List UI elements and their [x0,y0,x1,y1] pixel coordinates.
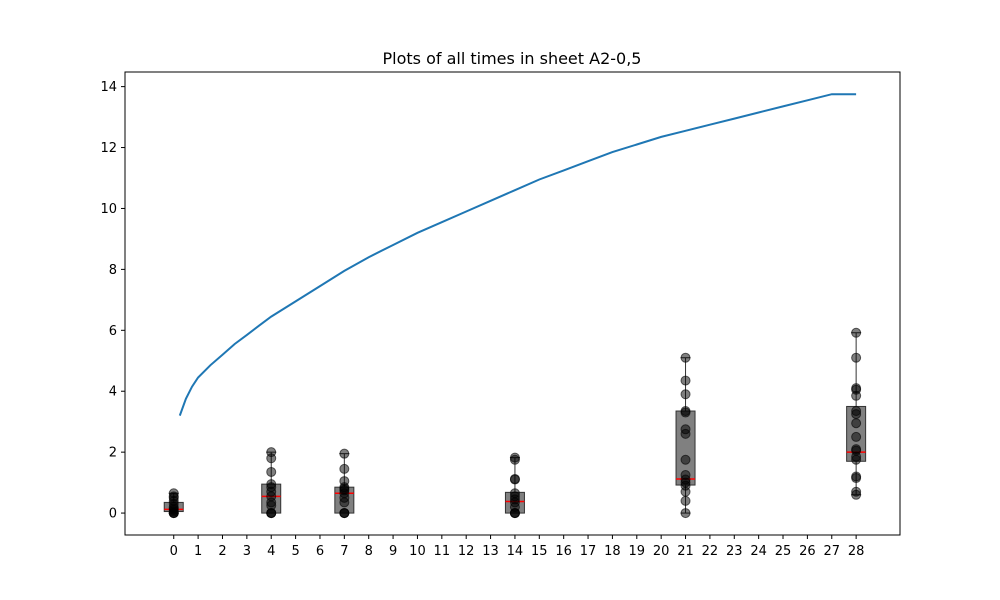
x-tick-label: 9 [389,544,397,559]
data-point [339,463,350,474]
x-tick-label: 8 [365,544,373,559]
x-tick-label: 7 [340,544,348,559]
x-tick-label: 26 [799,544,816,559]
x-tick-label: 6 [316,544,324,559]
x-tick-label: 10 [409,544,426,559]
x-tick-label: 4 [267,544,275,559]
x-tick-label: 3 [243,544,251,559]
x-tick-label: 0 [170,544,178,559]
data-point [680,454,691,465]
y-tick-label: 6 [109,324,117,339]
data-point [680,469,691,480]
plot-frame [124,71,901,536]
x-tick-label: 16 [555,544,572,559]
data-point [851,418,862,429]
data-point [851,327,862,338]
data-point [680,508,691,519]
x-tick-label: 21 [677,544,694,559]
data-point [851,383,862,394]
data-point [266,447,277,458]
x-tick-label: 25 [775,544,792,559]
x-tick-label: 27 [823,544,840,559]
data-point [851,406,862,417]
data-point [339,476,350,487]
data-point [680,495,691,506]
y-tick-label: 10 [100,202,117,217]
x-tick-label: 23 [726,544,743,559]
data-point [680,389,691,400]
data-point [851,444,862,455]
data-point [266,466,277,477]
data-point [509,473,520,484]
chart-title: Plots of all times in sheet A2-0,5 [383,49,642,68]
data-point [851,352,862,363]
x-tick-label: 18 [604,544,621,559]
x-tick-label: 13 [482,544,499,559]
x-tick-label: 24 [750,544,767,559]
x-tick-label: 22 [702,544,719,559]
data-point [851,471,862,482]
x-tick-label: 17 [580,544,597,559]
y-tick-label: 2 [109,446,117,461]
x-tick-label: 2 [218,544,226,559]
data-point [851,486,862,497]
data-point [266,479,277,490]
data-point [339,448,350,459]
x-tick-label: 15 [531,544,548,559]
data-point [851,431,862,442]
series-line [178,93,857,416]
data-point [509,452,520,463]
x-tick-label: 14 [507,544,524,559]
y-tick-label: 8 [109,263,117,278]
x-tick-label: 20 [653,544,670,559]
x-tick-label: 11 [434,544,451,559]
x-tick-label: 28 [848,544,865,559]
y-tick-label: 14 [100,80,117,95]
y-tick-label: 0 [109,507,117,522]
data-point [509,488,520,499]
data-point [680,375,691,386]
data-point [339,508,350,519]
x-tick-label: 1 [194,544,202,559]
y-tick-label: 4 [109,385,117,400]
y-tick-label: 12 [100,141,117,156]
data-point [680,406,691,417]
data-point [680,424,691,435]
x-tick-label: 5 [291,544,299,559]
x-tick-label: 12 [458,544,475,559]
data-point [680,352,691,363]
data-point [168,488,179,499]
x-tick-label: 19 [629,544,646,559]
